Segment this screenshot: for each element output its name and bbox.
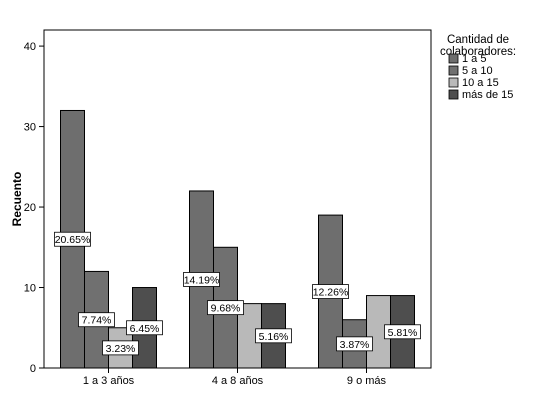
data-label-box	[207, 300, 244, 316]
data-label-box	[102, 340, 139, 356]
x-tick-label: 1 a 3 años	[83, 375, 135, 387]
legend-item-label: 5 a 10	[462, 65, 493, 77]
y-tick-label: 0	[30, 363, 36, 375]
legend-title: Cantidad de	[447, 34, 509, 46]
data-label-box	[78, 312, 115, 328]
y-tick-label: 30	[24, 122, 36, 134]
data-label: 6.45%	[130, 323, 160, 335]
y-tick-label: 10	[24, 283, 36, 295]
legend-swatch	[448, 65, 459, 76]
legend-swatch	[448, 77, 459, 88]
data-label: 7.74%	[82, 315, 112, 327]
data-label-box	[54, 231, 91, 247]
data-label-box	[255, 328, 292, 344]
legend-swatch	[448, 53, 459, 64]
data-label-box	[312, 284, 349, 299]
data-label: 5.16%	[259, 331, 289, 343]
data-label: 9.68%	[211, 303, 241, 315]
data-label: 5.81%	[388, 327, 418, 339]
data-labels: 20.65% 7.74% 3.23% 6.45% 14.19% 9.68% 5.16% 12.…	[54, 231, 421, 356]
y-axis-label: Recuento	[10, 172, 24, 227]
data-label: 20.65%	[55, 234, 91, 246]
x-tick-label: 9 o más	[347, 375, 387, 387]
x-axis: 1 a 3 años 4 a 8 años 9 o más	[83, 368, 387, 387]
x-tick-label: 4 a 8 años	[212, 375, 264, 387]
legend-item-label: 1 a 5	[462, 53, 486, 65]
y-tick-label: 40	[24, 41, 36, 53]
y-axis: 0 10 20 30 40	[24, 41, 44, 375]
data-label-box	[126, 320, 163, 336]
data-label: 3.23%	[106, 343, 136, 355]
legend-swatch	[448, 89, 459, 100]
legend-item-label: 10 a 15	[462, 77, 499, 89]
data-label-box	[183, 272, 220, 287]
data-label: 12.26%	[313, 287, 349, 299]
legend-item-label: más de 15	[462, 89, 513, 101]
y-tick-label: 20	[24, 202, 36, 214]
data-label-box	[384, 324, 421, 340]
legend-title: colaboradores:	[440, 46, 516, 58]
data-label-box	[336, 336, 373, 352]
data-label: 14.19%	[184, 274, 220, 286]
data-label: 3.87%	[340, 339, 370, 351]
